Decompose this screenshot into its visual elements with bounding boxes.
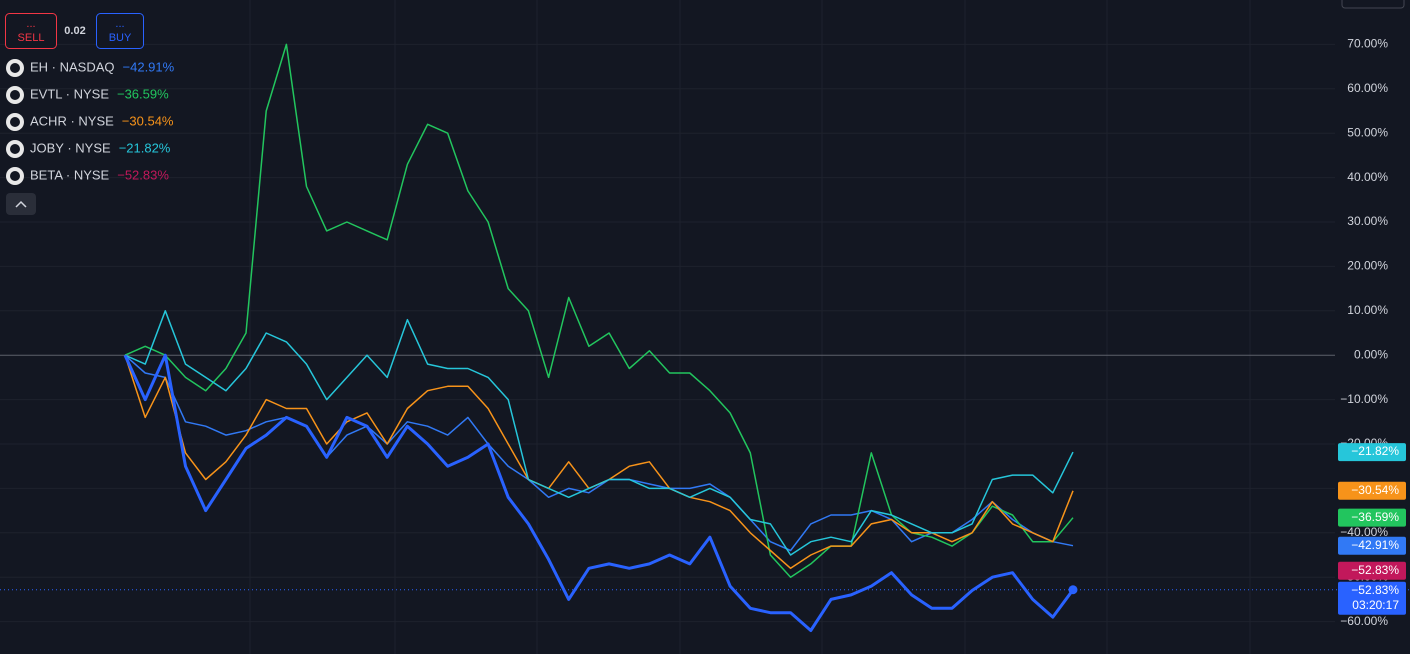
grid [0,43,1335,623]
y-tick-label: 0.00% [1354,347,1388,361]
price-badge-label: −42.91% [1351,538,1399,552]
series-line [124,310,1074,556]
last-point [1068,585,1078,595]
sell-button-frame[interactable] [5,13,57,49]
series-line [124,354,1074,552]
collapse-icon [15,200,27,208]
price-badge [1338,443,1406,462]
price-badge-label: 03:20:17 [1352,598,1399,612]
legend-icon-inner [10,144,20,154]
price-badge [1338,561,1406,580]
price-badge-label: −21.82% [1351,444,1399,458]
legend-icon-inner [10,117,20,127]
buy-label: BUY [109,32,132,44]
spread: 0.02 [64,25,85,37]
price-badge-label: −52.83% [1351,583,1399,597]
y-tick-label: 30.00% [1347,214,1388,228]
y-tick-label: −10.00% [1340,392,1388,406]
legend-name: JOBY · NYSE [30,140,111,155]
y-tick-label: 70.00% [1347,37,1388,51]
legend-change: −36.59% [117,86,169,101]
buy-button-frame[interactable] [96,13,144,49]
legend-icon-inner [10,90,20,100]
legend-icon-inner [10,63,20,73]
collapse-legend[interactable] [6,193,36,215]
sell-label: SELL [18,32,45,44]
collapse-button[interactable] [6,193,36,215]
sell-button[interactable]: ... SELL [5,13,57,49]
price-badges: −42.91% −36.59% −30.54% −21.82% −52.83% −52.8… [1338,443,1406,615]
legend-name: ACHR · NYSE [30,113,114,128]
buy-button[interactable]: ... BUY [96,13,144,49]
y-tick-label: −60.00% [1340,614,1388,628]
time-grid [249,0,1251,654]
y-tick-label: 20.00% [1347,259,1388,273]
series-line [123,353,1075,632]
price-badge [1338,481,1406,500]
sell-price: ... [26,18,35,30]
y-tick-label: 50.00% [1347,125,1388,139]
legend-name: EVTL · NYSE [30,86,109,101]
y-tick-label: 60.00% [1347,81,1388,95]
legend-change: −21.82% [119,140,171,155]
legend-change: −52.83% [117,167,169,182]
price-badge [1338,536,1406,555]
buy-price: ... [115,18,124,30]
price-badge-label: −52.83% [1351,563,1399,577]
legend: EH · NASDAQ −42.91% EVTL · NYSE −36.59%ACHR… [6,59,175,185]
series-lines [0,43,1410,632]
y-tick-label: −40.00% [1340,525,1388,539]
legend-name: EH · NASDAQ [30,59,115,74]
price-badge-label: −30.54% [1351,483,1399,497]
legend-name: BETA · NYSE [30,167,110,182]
price-badge [1338,581,1406,615]
y-tick-label: 40.00% [1347,170,1388,184]
legend-change: −42.91% [123,59,175,74]
axis-box [1341,0,1405,9]
y-tick-label: 10.00% [1347,303,1388,317]
price-badge [1338,508,1406,527]
legend-icon-inner [10,171,20,181]
price-badge-label: −36.59% [1351,510,1399,524]
legend-change: −30.54% [122,113,174,128]
